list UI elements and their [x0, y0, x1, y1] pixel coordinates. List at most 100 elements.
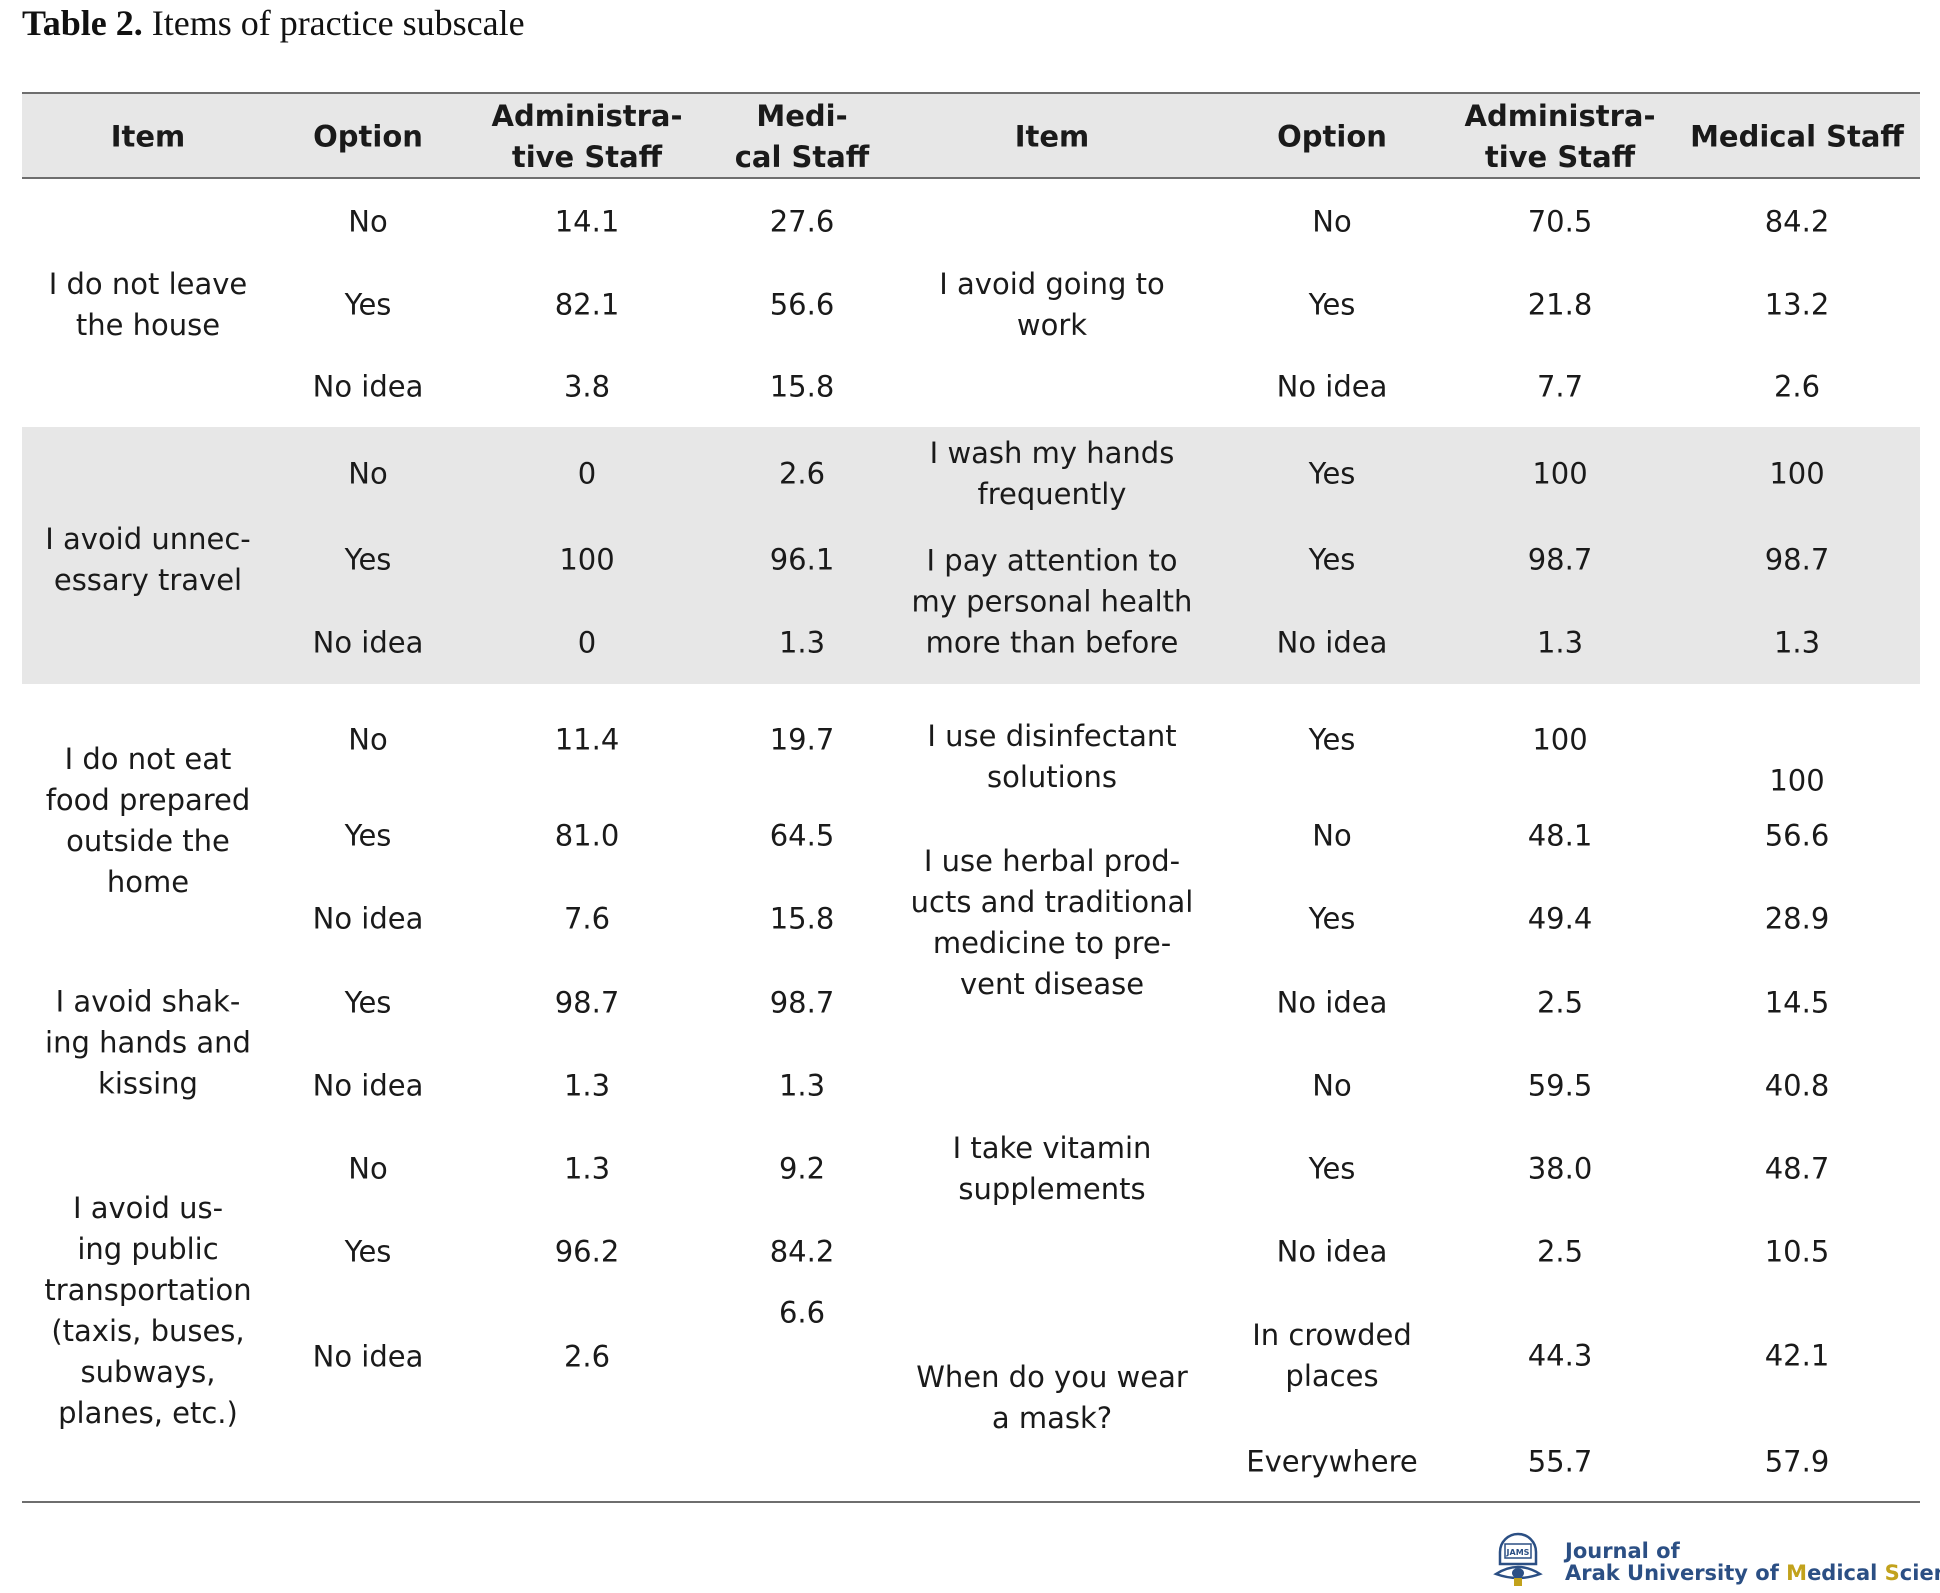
right-value-cell: 21.8	[1527, 287, 1593, 322]
right-value-cell: 2.5	[1536, 985, 1584, 1020]
left-option-cell: Yes	[344, 985, 392, 1020]
left-option-cell: Yes	[344, 818, 392, 853]
right-value-cell: 28.9	[1764, 901, 1830, 936]
left-value-cell: 82.1	[554, 287, 620, 322]
left-value-cell: 0	[577, 625, 597, 660]
right-value-cell: 14.5	[1764, 985, 1830, 1020]
left-value-cell: 15.8	[769, 369, 835, 404]
right-option-cell: No	[1312, 818, 1352, 853]
right-item-label: I pay attention to my personal health more…	[911, 543, 1193, 660]
shaded-band-group-2	[22, 427, 1920, 684]
right-value-cell: 100	[1532, 722, 1588, 757]
left-value-cell: 7.6	[563, 901, 611, 936]
header-left-option: Option	[313, 119, 423, 154]
right-option-cell: In crowded places	[1252, 1318, 1412, 1393]
right-option-cell: Yes	[1308, 722, 1356, 757]
left-item-label: I avoid us-ing public transportation (taxi…	[44, 1191, 252, 1430]
right-option-cell: Yes	[1308, 901, 1356, 936]
left-value-cell: 15.8	[769, 901, 835, 936]
right-option-cell: No idea	[1276, 1234, 1388, 1269]
header-right-option: Option	[1277, 119, 1387, 154]
table-caption-text: Items of practice subscale	[142, 3, 525, 43]
left-value-cell: 2.6	[563, 1339, 611, 1374]
left-value-cell: 84.2	[769, 1234, 835, 1269]
right-value-cell: 57.9	[1764, 1444, 1830, 1479]
right-option-cell: No idea	[1276, 369, 1388, 404]
header-right-administrative-staff: Administra-tive Staff	[1464, 99, 1656, 174]
right-option-cell: Yes	[1308, 1151, 1356, 1186]
right-value-cell: 59.5	[1527, 1068, 1593, 1103]
left-value-cell: 1.3	[778, 1068, 826, 1103]
left-value-cell: 14.1	[554, 204, 620, 239]
right-value-cell: 100	[1769, 456, 1825, 491]
right-value-cell: 100	[1532, 456, 1588, 491]
left-value-cell: 100	[559, 542, 615, 577]
right-item-label: When do you wear a mask?	[916, 1360, 1188, 1435]
right-value-cell: 98.7	[1527, 542, 1593, 577]
header-right-medical-staff: Medical Staff	[1690, 119, 1904, 154]
right-value-cell: 98.7	[1764, 542, 1830, 577]
left-option-cell: No	[348, 204, 388, 239]
left-option-cell: No	[348, 456, 388, 491]
header-left-item: Item	[110, 119, 186, 154]
right-item-label: I wash my hands frequently	[929, 436, 1175, 511]
right-option-cell: Yes	[1308, 456, 1356, 491]
right-item-label: I use herbal prod-ucts and traditional me…	[910, 844, 1194, 1001]
bottom-rule	[22, 1501, 1920, 1503]
svg-text:JAMS: JAMS	[1506, 1548, 1530, 1557]
header-right-item: Item	[1014, 119, 1090, 154]
journal-name-line2: Arak University of Medical Sciences	[1565, 1561, 1940, 1585]
right-option-cell: Yes	[1308, 287, 1356, 322]
header-rule	[22, 177, 1920, 179]
right-value-cell: 40.8	[1764, 1068, 1830, 1103]
left-value-cell: 0	[577, 456, 597, 491]
right-value-cell: 48.1	[1527, 818, 1593, 853]
right-value-cell: 1.3	[1536, 625, 1584, 660]
right-value-cell: 2.5	[1536, 1234, 1584, 1269]
journal-name: Journal of Arak University of Medical Sc…	[1565, 1540, 1940, 1584]
left-item-label: I do not eat food prepared outside the home	[45, 742, 251, 899]
left-option-cell: No idea	[312, 625, 424, 660]
right-value-cell: 48.7	[1764, 1151, 1830, 1186]
left-value-cell: 96.1	[769, 542, 835, 577]
left-value-cell: 27.6	[769, 204, 835, 239]
right-option-cell: Everywhere	[1246, 1444, 1418, 1479]
left-item-label: I avoid unnec-essary travel	[45, 522, 251, 597]
left-value-cell: 1.3	[563, 1151, 611, 1186]
left-option-cell: No	[348, 1151, 388, 1186]
left-option-cell: Yes	[344, 287, 392, 322]
journal-name-line1: Journal of	[1565, 1539, 1680, 1563]
left-value-cell: 81.0	[554, 818, 620, 853]
right-option-cell: No	[1312, 204, 1352, 239]
left-value-cell: 2.6	[778, 456, 826, 491]
left-value-cell: 3.8	[563, 369, 611, 404]
left-value-cell: 96.2	[554, 1234, 620, 1269]
header-left-medical-staff: Medi-cal Staff	[734, 99, 870, 174]
right-option-cell: No idea	[1276, 985, 1388, 1020]
left-value-cell: 98.7	[554, 985, 620, 1020]
right-value-cell: 13.2	[1764, 287, 1830, 322]
table-caption: Table 2. Items of practice subscale	[22, 2, 525, 44]
top-rule	[22, 92, 1920, 94]
right-value-cell: 84.2	[1764, 204, 1830, 239]
left-value-cell: 6.6	[778, 1295, 826, 1330]
right-option-cell: No idea	[1276, 625, 1388, 660]
left-value-cell: 11.4	[554, 722, 620, 757]
right-value-cell: 55.7	[1527, 1444, 1593, 1479]
right-value-cell: 49.4	[1527, 901, 1593, 936]
right-value-cell: 10.5	[1764, 1234, 1830, 1269]
right-option-cell: No	[1312, 1068, 1352, 1103]
left-option-cell: No idea	[312, 369, 424, 404]
header-left-administrative-staff: Administra-tive Staff	[491, 99, 683, 174]
shaded-band-header	[22, 93, 1920, 178]
right-value-cell: 7.7	[1536, 369, 1584, 404]
right-value-cell: 38.0	[1527, 1151, 1593, 1186]
table-number: Table 2.	[22, 3, 143, 43]
left-value-cell: 9.2	[778, 1151, 826, 1186]
right-value-cell: 44.3	[1527, 1338, 1593, 1373]
left-value-cell: 56.6	[769, 287, 835, 322]
right-value-cell: 2.6	[1773, 369, 1821, 404]
left-value-cell: 19.7	[769, 722, 835, 757]
right-value-cell: 42.1	[1764, 1338, 1830, 1373]
left-option-cell: No idea	[312, 901, 424, 936]
